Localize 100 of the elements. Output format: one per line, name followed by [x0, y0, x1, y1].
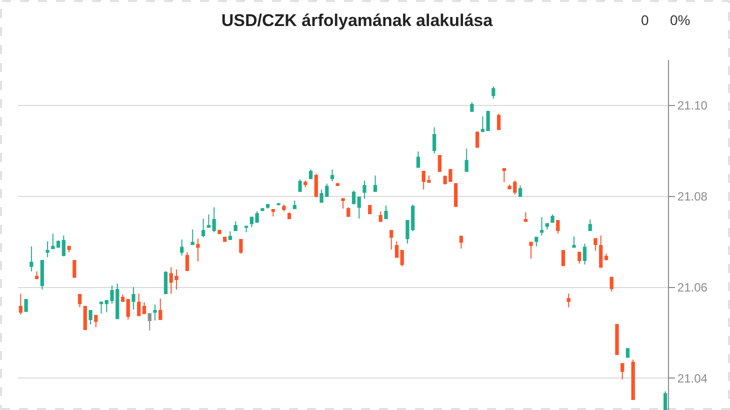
candlestick	[400, 250, 404, 267]
candlestick	[234, 220, 238, 231]
candlestick	[40, 260, 44, 290]
candlestick	[357, 196, 361, 220]
candlestick	[524, 212, 528, 222]
candlestick	[164, 270, 168, 294]
candlestick	[190, 229, 194, 246]
candlestick	[88, 310, 92, 326]
candlestick	[304, 180, 308, 188]
y-tick-label: 21.08	[677, 190, 708, 204]
candlestick	[72, 260, 76, 278]
candlestick	[282, 204, 286, 212]
candlestick	[62, 234, 66, 257]
candlestick	[615, 324, 619, 356]
candlestick	[390, 230, 394, 250]
candlestick	[34, 270, 39, 280]
candlestick	[550, 214, 554, 223]
candlestick	[24, 299, 28, 312]
candlestick	[99, 300, 104, 314]
candlestick	[588, 219, 592, 231]
candlestick	[185, 252, 190, 271]
y-tick-label: 21.04	[677, 371, 708, 386]
candlestick	[308, 169, 313, 180]
candlestick	[271, 209, 275, 217]
candlestick	[362, 180, 366, 200]
candlestick	[292, 200, 296, 210]
candlestick	[260, 208, 264, 211]
candlestick	[158, 298, 162, 320]
candlestick	[394, 240, 399, 258]
text: 0%	[670, 12, 690, 28]
candlestick	[83, 306, 87, 330]
candlestick	[46, 240, 50, 258]
candlestick	[610, 276, 614, 292]
candlestick	[470, 102, 474, 112]
candlestick	[502, 168, 506, 183]
candlestick	[18, 293, 22, 316]
candlestick	[132, 286, 136, 310]
candlestick	[67, 246, 71, 253]
candlestick	[599, 234, 603, 268]
candlestick	[378, 210, 382, 222]
candlestick	[228, 230, 232, 240]
candlestick	[298, 179, 302, 192]
candlestick	[202, 218, 206, 238]
candlestick	[223, 236, 227, 242]
y-tick-label: 21.06	[677, 280, 708, 294]
candlestick	[330, 169, 334, 182]
candlestick	[578, 252, 582, 264]
candlestick	[454, 183, 458, 207]
candlestick	[30, 246, 34, 272]
candlestick	[368, 204, 372, 214]
candlestick	[620, 363, 624, 380]
candlestick	[384, 204, 388, 220]
candlestick	[594, 238, 598, 251]
candlestick	[266, 204, 270, 210]
candlestick	[148, 313, 152, 331]
candlestick	[529, 242, 533, 260]
candlestick	[664, 390, 668, 410]
candlestick	[346, 206, 350, 217]
candlestick	[438, 154, 442, 172]
candlestick	[540, 216, 544, 236]
candlestick	[626, 348, 630, 358]
candlestick	[582, 243, 587, 266]
candlestick	[314, 173, 318, 198]
candlestick	[180, 239, 184, 256]
candlestick	[239, 239, 243, 254]
candlestick	[561, 250, 566, 267]
candlestick	[212, 206, 216, 233]
candlestick	[492, 86, 496, 100]
candlestick	[373, 174, 378, 192]
candlestick	[287, 212, 292, 220]
candlestick	[56, 240, 60, 248]
candlestick	[78, 294, 82, 308]
candlestick	[566, 293, 570, 308]
candlestick	[341, 198, 345, 210]
candlestick	[336, 183, 340, 186]
candlestick	[534, 236, 538, 247]
candlestick	[218, 229, 222, 234]
candlestick	[496, 113, 501, 130]
text: 0	[641, 12, 649, 28]
candlestick	[352, 190, 356, 204]
candlestick	[545, 223, 549, 230]
candlestick	[120, 294, 125, 302]
candlestick	[137, 293, 141, 317]
candlestick	[142, 302, 146, 314]
candlestick	[153, 304, 157, 321]
candlestick	[94, 314, 98, 328]
candlestick	[244, 224, 248, 233]
candlestick	[196, 238, 200, 262]
candlestick	[276, 203, 280, 206]
candlestick	[416, 150, 420, 168]
y-tick-label: 21.10	[677, 98, 708, 113]
candlestick	[475, 130, 480, 148]
candlestick	[518, 184, 522, 197]
candlestick	[126, 299, 130, 320]
candlestick	[206, 214, 211, 228]
candlestick	[432, 126, 436, 154]
candlestick	[51, 233, 55, 250]
candlestick	[464, 148, 468, 172]
candlestick	[556, 220, 560, 234]
candlestick	[572, 236, 576, 248]
